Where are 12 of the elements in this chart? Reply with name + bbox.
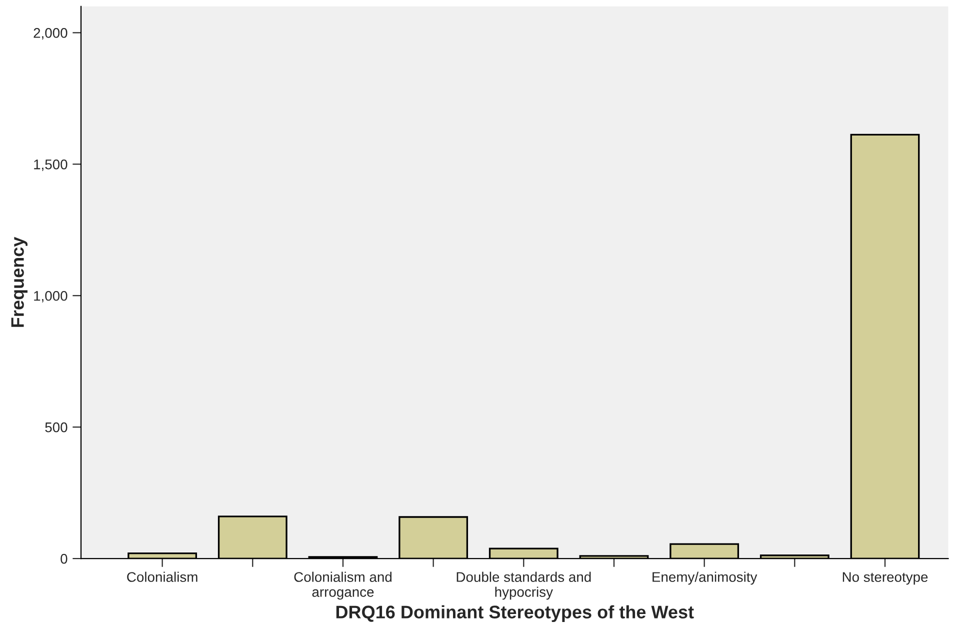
y-tick-label: 1,000 — [34, 290, 68, 302]
x-tick-label: Colonialism and arrogance — [294, 572, 392, 600]
y-tick-label: 1,500 — [34, 160, 68, 171]
x-tick-label: No stereotype — [842, 572, 928, 585]
x-tick-label: Double standards and hypocrisy — [456, 572, 591, 600]
y-tick-label: 500 — [45, 422, 68, 432]
x-tick-label: Enemy/animosity — [652, 572, 758, 585]
y-tick-label: 2,000 — [34, 28, 68, 40]
x-axis-title: DRQ16 Dominant Stereotypes of the West — [336, 605, 694, 622]
x-tick-label: Colonialism — [127, 572, 198, 582]
y-axis-title: Frequency — [11, 236, 28, 327]
y-tick-label: 0 — [60, 554, 68, 564]
